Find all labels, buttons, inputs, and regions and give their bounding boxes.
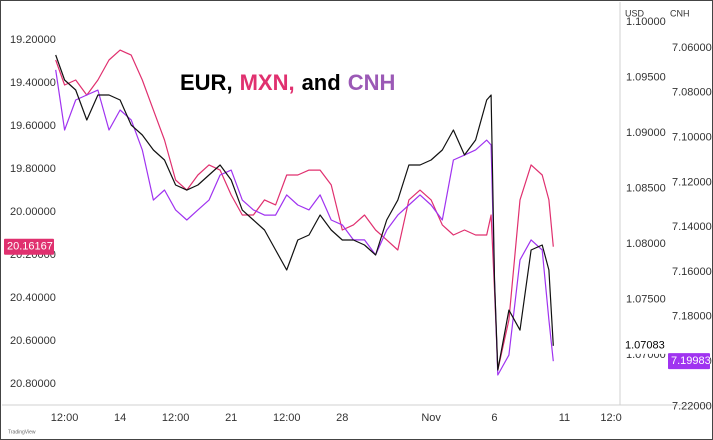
last-value-label: 20.16167 bbox=[7, 241, 53, 253]
y2-header: USD bbox=[625, 8, 645, 18]
x-tick-label: 6 bbox=[491, 412, 497, 424]
y-tick-label: 20.80000 bbox=[10, 378, 56, 390]
y-tick-label: 20.60000 bbox=[10, 335, 56, 347]
y3-tick-label: 7.14000 bbox=[672, 221, 712, 233]
series-line bbox=[55, 54, 554, 371]
x-tick-label: 12:00 bbox=[273, 412, 301, 424]
x-tick-label: 12:00 bbox=[51, 412, 79, 424]
y3-tick-label: 7.18000 bbox=[672, 311, 712, 323]
series-line bbox=[55, 49, 554, 371]
x-tick-label: 14 bbox=[114, 412, 126, 424]
y3-tick-label: 7.22000 bbox=[672, 400, 712, 412]
y2-tick-label: 1.10000 bbox=[626, 16, 666, 28]
y-tick-label: 19.40000 bbox=[10, 77, 56, 89]
y-tick-label: 20.00000 bbox=[10, 206, 56, 218]
y2-tick-label: 1.08500 bbox=[626, 182, 666, 194]
x-tick-label: 21 bbox=[225, 412, 237, 424]
watermark: TradingView bbox=[8, 429, 36, 435]
title-part: and bbox=[302, 70, 341, 95]
y3-tick-label: 7.08000 bbox=[672, 87, 712, 99]
last-value-box bbox=[668, 353, 710, 370]
y3-tick-label: 7.06000 bbox=[672, 42, 712, 54]
x-tick-label: 28 bbox=[336, 412, 348, 424]
y3-header: CNH bbox=[670, 8, 690, 18]
y-tick-label: 19.20000 bbox=[10, 34, 56, 46]
title-part: CNH bbox=[348, 70, 396, 95]
last-value-label: 7.19983 bbox=[671, 355, 711, 367]
y2-tick-label: 1.09000 bbox=[626, 127, 666, 139]
last-value-box bbox=[4, 238, 54, 255]
last-value-box bbox=[622, 337, 666, 354]
x-tick-label: 11 bbox=[559, 412, 570, 424]
x-tick-label: 12:0 bbox=[600, 412, 621, 424]
y3-tick-label: 7.12000 bbox=[672, 176, 712, 188]
y2-tick-label: 1.08000 bbox=[626, 238, 666, 250]
last-value-label: 1.07083 bbox=[625, 340, 665, 352]
title-part: MXN, bbox=[240, 70, 295, 95]
y2-tick-label: 1.09500 bbox=[626, 71, 666, 83]
y2-tick-label: 1.07500 bbox=[626, 293, 666, 305]
y-tick-label: 19.80000 bbox=[10, 163, 56, 175]
y-tick-label: 20.40000 bbox=[10, 292, 56, 304]
x-tick-label: 12:00 bbox=[162, 412, 190, 424]
y3-tick-label: 7.10000 bbox=[672, 131, 712, 143]
y-tick-label: 19.60000 bbox=[10, 120, 56, 132]
y3-tick-label: 7.16000 bbox=[672, 266, 712, 278]
title-part: EUR, bbox=[180, 70, 233, 95]
title: EUR, MXN, and CNH bbox=[180, 70, 395, 95]
x-tick-label: Nov bbox=[421, 412, 441, 424]
series-line bbox=[55, 69, 554, 376]
